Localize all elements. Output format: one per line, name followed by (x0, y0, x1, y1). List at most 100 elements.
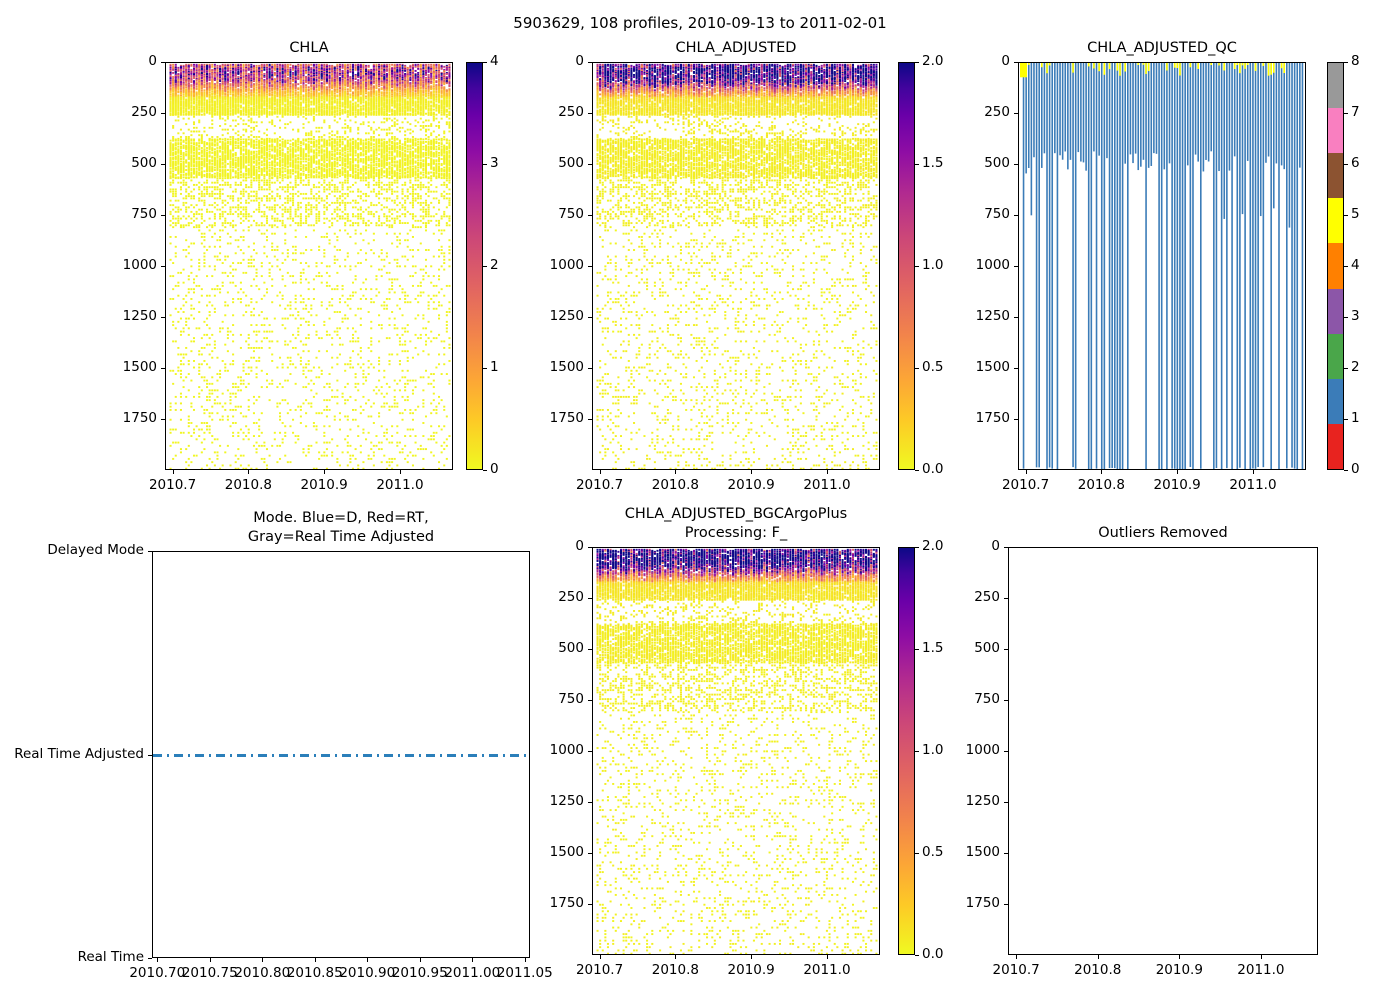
figure-suptitle: 5903629, 108 profiles, 2010-09-13 to 201… (0, 14, 1400, 32)
outliers-xtick-2 (1179, 955, 1181, 959)
bgcargoplus-ytick-1250 (588, 802, 592, 804)
chla-ytick-label-0: 0 (87, 53, 157, 69)
chla-ytick-0 (161, 62, 165, 64)
bgcargoplus-colorbar-tick-4 (915, 546, 919, 548)
title-chla-adjusted-line1: CHLA_ADJUSTED (592, 39, 880, 58)
qc-colorbar-segment-7 (1328, 108, 1343, 154)
mode-ytick-1 (148, 754, 152, 756)
chla-adjusted-qc-ytick-label-1750: 1750 (940, 410, 1010, 426)
chla-adjusted-ytick-label-1000: 1000 (514, 257, 584, 273)
chla-adjusted-qc-ytick-1000 (1014, 266, 1018, 268)
chla-adjusted-ytick-label-0: 0 (514, 53, 584, 69)
chla-adjusted-ytick-label-750: 750 (514, 206, 584, 222)
mode-xtick-label-0: 2010.70 (115, 965, 199, 981)
chla-adjusted-colorbar-tick-4 (915, 61, 919, 63)
qc-cbar-tick-6 (1344, 163, 1348, 165)
qc-colorbar-segment-8 (1328, 63, 1343, 109)
scatter-layer (596, 63, 878, 469)
chla-adjusted-xtick-label-3: 2011.0 (782, 477, 872, 493)
bgcargoplus-colorbar-tick-0 (915, 954, 919, 956)
bgcargoplus-xtick-label-3: 2011.0 (782, 962, 872, 978)
title-outliers-removed-line1: Outliers Removed (1008, 524, 1318, 543)
bgcargoplus-ytick-250 (588, 598, 592, 600)
bgcargoplus-ytick-label-250: 250 (514, 589, 584, 605)
chla-colorbar-tick-2 (483, 265, 487, 267)
qc-cbar-tick-1 (1344, 418, 1348, 420)
chla-ytick-250 (161, 113, 165, 115)
outliers-ytick-0 (1004, 547, 1008, 549)
bgcargoplus-colorbar-tick-label-1: 0.5 (922, 844, 982, 860)
chla-colorbar-tick-1 (483, 367, 487, 369)
qc-cbar-tick-3 (1344, 316, 1348, 318)
qc-cbar-tick-label-8: 8 (1351, 53, 1391, 69)
chla-adjusted-ytick-label-1750: 1750 (514, 410, 584, 426)
chla-ytick-1250 (161, 317, 165, 319)
chla-adjusted-qc-ytick-label-750: 750 (940, 206, 1010, 222)
bgcargoplus-xtick-2 (751, 955, 753, 959)
outliers-ytick-1750 (1004, 904, 1008, 906)
mode-xtick-1 (209, 958, 211, 962)
chla-adjusted-qc-xtick-label-0: 2010.7 (981, 477, 1071, 493)
chla-ytick-1000 (161, 266, 165, 268)
chla-adjusted-colorbar-tick-label-4: 2.0 (922, 53, 982, 69)
qc-colorbar-segment-0 (1328, 423, 1343, 469)
chla-adjusted-qc-xtick-1 (1101, 470, 1103, 474)
title-chla: CHLA (165, 39, 453, 58)
chla-adjusted-qc-ytick-label-0: 0 (940, 53, 1010, 69)
outliers-xtick-1 (1097, 955, 1099, 959)
chla-adjusted-ytick-1250 (588, 317, 592, 319)
chla-adjusted-qc-ytick-0 (1014, 62, 1018, 64)
chla-adjusted-xtick-label-1: 2010.8 (630, 477, 720, 493)
title-mode: Mode. Blue=D, Red=RT, Gray=Real Time Adju… (152, 509, 530, 547)
mode-xtick-label-7: 2011.05 (483, 965, 567, 981)
title-outliers-removed: Outliers Removed (1008, 524, 1318, 543)
chla-colorbar-tick-label-3: 3 (490, 155, 550, 171)
chla-adjusted-colorbar-tick-label-3: 1.5 (922, 155, 982, 171)
bgcargoplus-colorbar-tick-1 (915, 852, 919, 854)
chla-adjusted-colorbar-tick-0 (915, 469, 919, 471)
qc-cbar-tick-label-7: 7 (1351, 104, 1391, 120)
qc-colorbar (1327, 62, 1344, 470)
chla-colorbar-tick-3 (483, 163, 487, 165)
title-bgcargoplus-line2: Processing: F_ (592, 524, 880, 543)
bgcargoplus-ytick-1000 (588, 751, 592, 753)
bgcargoplus-colorbar-tick-3 (915, 648, 919, 650)
qc-colorbar-segment-2 (1328, 333, 1343, 379)
bgcargoplus-ytick-label-1250: 1250 (514, 793, 584, 809)
chla-adjusted-colorbar-tick-label-1: 0.5 (922, 359, 982, 375)
qc-cbar-tick-label-6: 6 (1351, 155, 1391, 171)
chla-adjusted-colorbar-tick-label-2: 1.0 (922, 257, 982, 273)
outliers-ytick-label-0: 0 (930, 538, 1000, 554)
chla-adjusted-qc-ytick-250 (1014, 113, 1018, 115)
chla-adjusted-qc-ytick-1250 (1014, 317, 1018, 319)
chla-adjusted-qc-ytick-label-1000: 1000 (940, 257, 1010, 273)
outliers-ytick-1000 (1004, 751, 1008, 753)
outliers-xtick-label-0: 2010.7 (971, 962, 1061, 978)
chla-ytick-500 (161, 164, 165, 166)
chla-adjusted-colorbar-tick-3 (915, 163, 919, 165)
chla-ytick-label-1750: 1750 (87, 410, 157, 426)
chla-adjusted-qc-xtick-2 (1177, 470, 1179, 474)
title-chla-adjusted: CHLA_ADJUSTED (592, 39, 880, 58)
outliers-ytick-label-1500: 1500 (930, 844, 1000, 860)
qc-cbar-tick-5 (1344, 214, 1348, 216)
chla-adjusted-colorbar (898, 62, 915, 470)
chla-adjusted-xtick-2 (751, 470, 753, 474)
qc-cbar-tick-label-4: 4 (1351, 257, 1391, 273)
qc-cbar-tick-0 (1344, 469, 1348, 471)
title-chla-adjusted-qc-line1: CHLA_ADJUSTED_QC (1018, 39, 1306, 58)
axes-chla (165, 62, 453, 470)
axes-mode (152, 551, 530, 958)
chla-adjusted-qc-ytick-1750 (1014, 419, 1018, 421)
title-chla-line1: CHLA (165, 39, 453, 58)
bgcargoplus-xtick-label-0: 2010.7 (555, 962, 645, 978)
chla-ytick-label-1500: 1500 (87, 359, 157, 375)
bgcargoplus-ytick-1750 (588, 904, 592, 906)
bgcargoplus-xtick-label-1: 2010.8 (630, 962, 720, 978)
chla-colorbar-tick-label-2: 2 (490, 257, 550, 273)
chla-adjusted-ytick-750 (588, 215, 592, 217)
chla-ytick-label-1000: 1000 (87, 257, 157, 273)
outliers-xtick-3 (1260, 955, 1262, 959)
mode-xtick-label-4: 2010.90 (325, 965, 409, 981)
axes-chla-adjusted (592, 62, 880, 470)
